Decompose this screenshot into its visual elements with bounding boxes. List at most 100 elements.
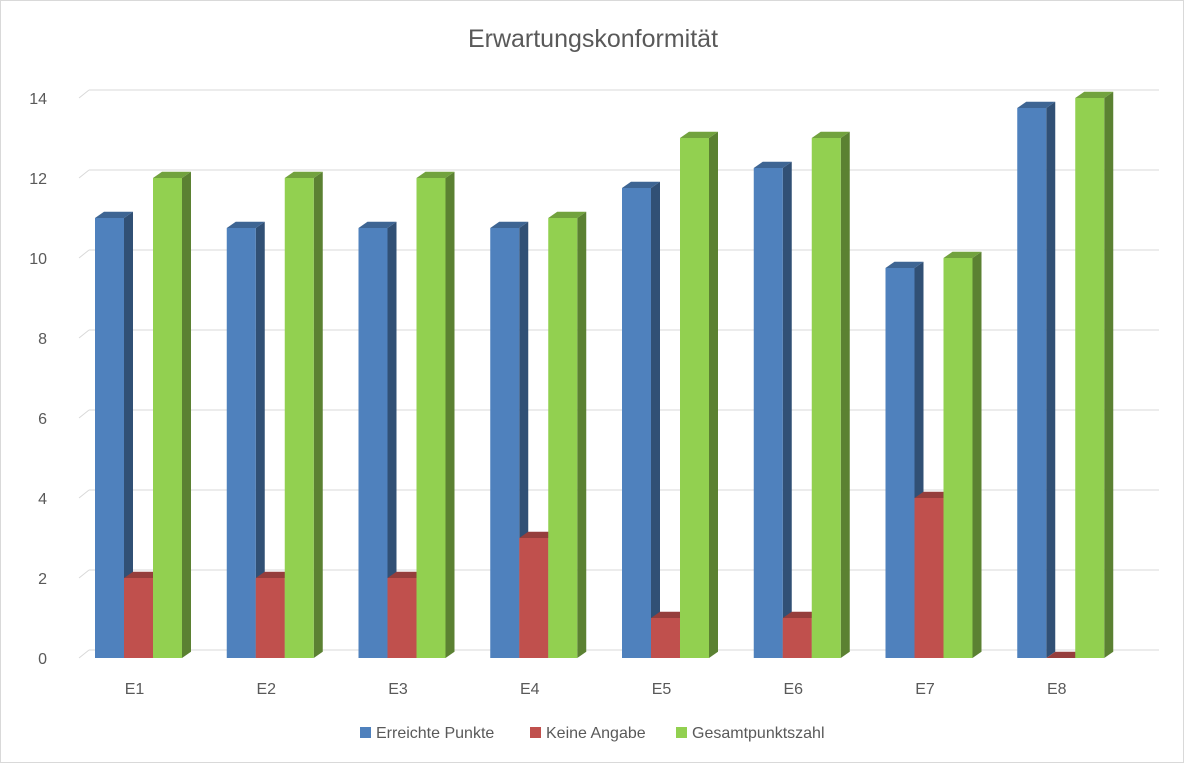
bar-front bbox=[782, 618, 812, 658]
gridline-diag bbox=[78, 489, 90, 499]
bar-front bbox=[914, 498, 944, 658]
gridline-diag bbox=[78, 329, 90, 339]
bar-front bbox=[1075, 98, 1105, 658]
gridline-diag bbox=[78, 649, 90, 659]
bar bbox=[811, 131, 850, 658]
bar-front bbox=[416, 178, 446, 658]
gridline-diag bbox=[78, 409, 90, 419]
bar-side bbox=[1046, 101, 1056, 658]
bar-front bbox=[124, 578, 153, 658]
bar-side bbox=[1104, 91, 1114, 658]
chart-title: Erwartungskonformität bbox=[468, 25, 718, 53]
x-tick-label: E3 bbox=[388, 681, 408, 698]
bar bbox=[358, 221, 397, 658]
x-tick-label: E6 bbox=[783, 681, 803, 698]
bar-front bbox=[622, 188, 651, 658]
bar-front bbox=[651, 618, 680, 658]
bar-top bbox=[885, 261, 924, 268]
y-tick-label: 0 bbox=[38, 651, 47, 668]
bar-top bbox=[914, 491, 953, 498]
bar bbox=[153, 171, 191, 658]
y-tick-label: 6 bbox=[38, 411, 47, 428]
bar-side bbox=[445, 171, 455, 658]
bar-side bbox=[782, 161, 792, 658]
y-tick-label: 12 bbox=[29, 171, 47, 188]
bar-front bbox=[1017, 108, 1047, 658]
legend-item: Gesamtpunktszahl bbox=[676, 725, 825, 742]
bar-front bbox=[548, 218, 578, 658]
bar bbox=[95, 211, 133, 658]
bar-top bbox=[943, 251, 982, 258]
bar-front bbox=[255, 578, 285, 658]
legend-item: Keine Angabe bbox=[530, 725, 646, 742]
legend-label: Erreichte Punkte bbox=[376, 725, 494, 742]
bar-top bbox=[226, 221, 265, 228]
bar-front bbox=[753, 168, 783, 658]
bar-top bbox=[1017, 101, 1056, 108]
y-tick-label: 4 bbox=[38, 491, 47, 508]
bar-top bbox=[1075, 91, 1114, 98]
bar-front bbox=[226, 228, 256, 658]
bar-top bbox=[519, 531, 558, 538]
bar bbox=[1046, 651, 1085, 658]
bar-top bbox=[255, 571, 294, 578]
y-tick-label: 8 bbox=[38, 331, 47, 348]
bar-top bbox=[416, 171, 455, 178]
y-axis-ticks: 0 2 4 6 8 10 12 14 bbox=[29, 91, 47, 668]
legend-swatch bbox=[530, 727, 541, 738]
bar-side bbox=[387, 221, 397, 658]
bar-front bbox=[358, 228, 388, 658]
bar-top bbox=[651, 611, 689, 618]
legend-item: Erreichte Punkte bbox=[360, 725, 494, 742]
bar bbox=[943, 251, 982, 658]
bar-top bbox=[358, 221, 397, 228]
bar bbox=[284, 171, 323, 658]
x-tick-label: E8 bbox=[1047, 681, 1067, 698]
bar bbox=[885, 261, 924, 658]
bars bbox=[95, 91, 1114, 658]
x-axis-ticks: E1 E2 E3 E4 E5 E6 E7 E8 bbox=[125, 681, 1067, 698]
bar-top bbox=[284, 171, 323, 178]
bar-side bbox=[182, 171, 191, 658]
bar-side bbox=[124, 211, 133, 658]
bar-side bbox=[709, 131, 718, 658]
x-tick-label: E4 bbox=[520, 681, 540, 698]
bar bbox=[753, 161, 792, 658]
bar-side bbox=[651, 181, 660, 658]
x-tick-label: E5 bbox=[652, 681, 672, 698]
bar-top bbox=[811, 131, 850, 138]
bar-side bbox=[840, 131, 850, 658]
bar-front bbox=[95, 218, 124, 658]
bar-top bbox=[548, 211, 587, 218]
x-tick-label: E7 bbox=[915, 681, 935, 698]
bar bbox=[226, 221, 265, 658]
bar-side bbox=[972, 251, 982, 658]
x-tick-label: E1 bbox=[125, 681, 145, 698]
bar-front bbox=[811, 138, 841, 658]
bar bbox=[680, 131, 718, 658]
bar bbox=[651, 611, 689, 658]
y-tick-label: 2 bbox=[38, 571, 47, 588]
bar bbox=[548, 211, 587, 658]
gridline-diag bbox=[78, 169, 90, 179]
bar-top bbox=[680, 131, 718, 138]
legend: Erreichte Punkte Keine Angabe Gesamtpunkts… bbox=[360, 725, 825, 742]
bar-top bbox=[387, 571, 426, 578]
bar-side bbox=[313, 171, 323, 658]
bar-front bbox=[490, 228, 520, 658]
bar-front bbox=[387, 578, 417, 658]
bar-top bbox=[753, 161, 792, 168]
bar bbox=[1017, 101, 1056, 658]
y-tick-label: 14 bbox=[29, 91, 47, 108]
bar-side bbox=[255, 221, 265, 658]
bar-front bbox=[284, 178, 314, 658]
gridline-diag bbox=[78, 569, 90, 579]
legend-label: Keine Angabe bbox=[546, 725, 646, 742]
bar-front bbox=[153, 178, 182, 658]
bar-front bbox=[519, 538, 549, 658]
gridline-diag bbox=[78, 89, 90, 99]
bar-front bbox=[885, 268, 915, 658]
bar-front bbox=[680, 138, 709, 658]
